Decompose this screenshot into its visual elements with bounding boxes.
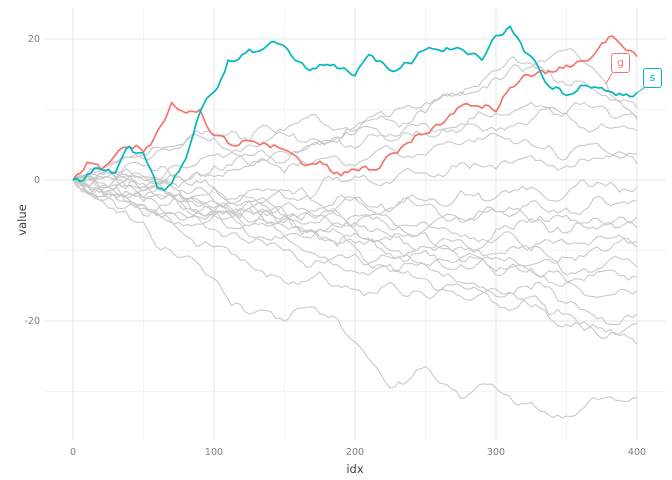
walk-line-gray — [72, 132, 638, 199]
walk-line-gray — [72, 179, 638, 326]
grid-major — [44, 8, 666, 440]
walk-line-gray — [72, 179, 638, 276]
walk-line-gray — [72, 56, 638, 189]
walk-line-gray — [72, 172, 638, 298]
x-tick-label: 100 — [204, 447, 224, 458]
walk-line-gray — [72, 175, 638, 237]
walk-line-gray — [72, 101, 638, 194]
label-leader-s — [636, 86, 646, 94]
x-tick-label: 200 — [345, 447, 365, 458]
series-label-g: g — [611, 53, 630, 73]
line-g — [72, 35, 638, 181]
walk-line-gray — [72, 175, 638, 345]
x-tick-label: 0 — [69, 447, 77, 458]
walk-line-gray — [72, 179, 638, 283]
y-tick-label: 20 — [27, 33, 40, 45]
line-s — [72, 25, 638, 192]
y-tick-label: -20 — [24, 315, 40, 327]
walk-line-gray — [72, 150, 638, 209]
x-tick-label: 400 — [627, 447, 647, 458]
walk-line-gray — [72, 47, 638, 181]
x-axis-title: idx — [346, 462, 364, 476]
walk-line-gray — [72, 106, 638, 181]
walk-line-gray — [73, 161, 638, 222]
walk-line-gray — [72, 179, 638, 336]
walk-line-gray — [72, 175, 638, 263]
background-walks — [72, 47, 638, 419]
y-axis-title: value — [15, 204, 29, 236]
y-tick-label: 0 — [33, 174, 40, 186]
walk-line-gray — [72, 179, 638, 419]
label-leader-g — [605, 72, 613, 85]
x-tick-label: 300 — [486, 447, 506, 458]
series-label-s: s — [643, 68, 662, 88]
